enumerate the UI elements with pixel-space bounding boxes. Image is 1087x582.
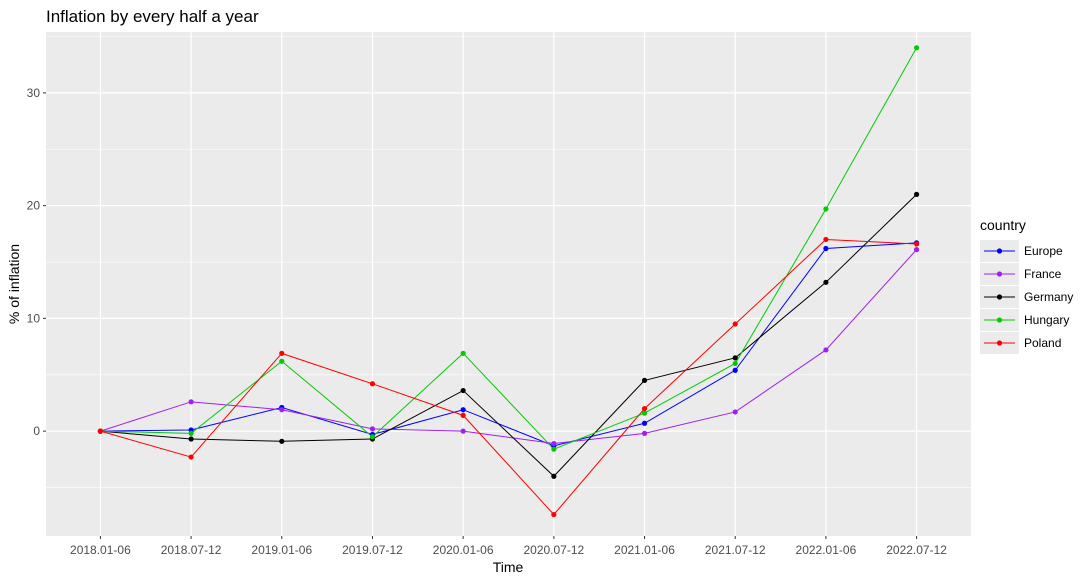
legend-title: country — [980, 217, 1026, 233]
data-point-poland — [641, 405, 648, 412]
x-tick-label: 2018.07-12 — [161, 543, 222, 557]
x-tick-label: 2021.07-12 — [705, 543, 766, 557]
series-line-poland — [100, 238, 917, 516]
data-point-poland — [279, 350, 285, 356]
data-point-hungary — [732, 360, 738, 367]
data-point-germany — [641, 377, 648, 384]
x-tick-label: 2021.01-06 — [614, 543, 675, 557]
legend: country Europe France Germany Hungary Poland — [980, 217, 1073, 354]
data-point-france — [460, 428, 466, 434]
data-point-poland — [551, 511, 557, 518]
data-point-germany — [913, 191, 920, 197]
data-point-poland — [460, 412, 466, 418]
data-point-hungary — [823, 206, 829, 212]
data-point-poland — [913, 241, 920, 247]
x-tick-label: 2020.07-12 — [523, 543, 584, 557]
x-tick-label: 2022.01-06 — [796, 543, 857, 557]
data-point-hungary — [188, 430, 194, 436]
x-tick-label: 2022.07-12 — [886, 543, 947, 557]
x-tick-label: 2018.01-06 — [70, 543, 131, 557]
data-point-poland — [369, 381, 376, 387]
series-line-europe — [100, 242, 917, 447]
chart-title: Inflation by every half a year — [46, 7, 259, 26]
y-tick-label: 20 — [27, 199, 41, 213]
series-points — [97, 45, 920, 518]
data-point-poland — [823, 236, 829, 243]
y-tick-label: 10 — [27, 311, 41, 325]
x-axis-title: Time — [493, 559, 524, 575]
legend-label-europe: Europe — [1024, 244, 1063, 258]
data-point-france — [279, 407, 285, 413]
y-tick-label: 30 — [27, 86, 41, 100]
plot-panel — [46, 32, 971, 536]
data-point-europe — [460, 407, 466, 413]
data-point-france — [823, 347, 829, 353]
data-point-hungary — [279, 358, 285, 364]
minor-gridlines — [46, 36, 971, 488]
legend-key-point — [996, 248, 1003, 254]
data-point-hungary — [460, 350, 466, 356]
data-point-france — [369, 426, 376, 432]
legend-key-point — [996, 317, 1003, 323]
legend-label-hungary: Hungary — [1024, 313, 1069, 327]
data-point-france — [732, 409, 738, 415]
legend-items: Europe France Germany Hungary Poland — [980, 240, 1073, 354]
data-point-germany — [823, 279, 829, 285]
y-axis-title: % of inflation — [6, 244, 22, 324]
series-line-hungary — [100, 47, 918, 450]
data-point-hungary — [913, 45, 920, 51]
data-point-germany — [460, 387, 466, 394]
data-point-germany — [551, 473, 557, 479]
data-point-poland — [188, 454, 194, 460]
data-point-poland — [732, 321, 738, 327]
data-point-germany — [732, 355, 738, 361]
x-tick-label: 2020.01-06 — [433, 543, 494, 557]
data-point-germany — [279, 438, 285, 444]
legend-label-france: France — [1024, 267, 1062, 281]
series-line-germany — [100, 194, 917, 477]
data-point-hungary — [641, 410, 648, 416]
legend-key-point — [996, 294, 1003, 300]
y-tick-label: 0 — [33, 424, 40, 438]
data-point-germany — [188, 436, 194, 442]
data-point-europe — [823, 245, 829, 252]
data-point-europe — [732, 367, 738, 373]
y-axis: 0 10 20 30 — [27, 86, 46, 438]
x-axis: 2018.01-06 2018.07-12 2019.01-06 2019.07-12… — [70, 536, 947, 557]
data-point-france — [913, 247, 920, 253]
data-point-france — [641, 430, 648, 436]
legend-key-point — [996, 271, 1003, 277]
x-tick-label: 2019.01-06 — [251, 543, 312, 557]
x-tick-label: 2019.07-12 — [342, 543, 403, 557]
data-point-hungary — [369, 434, 376, 440]
data-point-poland — [97, 428, 104, 434]
legend-key-point — [996, 340, 1003, 346]
series-lines — [100, 47, 918, 516]
data-point-france — [551, 440, 557, 447]
data-point-europe — [641, 420, 648, 426]
data-point-hungary — [551, 446, 557, 452]
legend-label-poland: Poland — [1024, 336, 1061, 350]
legend-label-germany: Germany — [1024, 290, 1073, 304]
data-point-france — [188, 399, 194, 405]
